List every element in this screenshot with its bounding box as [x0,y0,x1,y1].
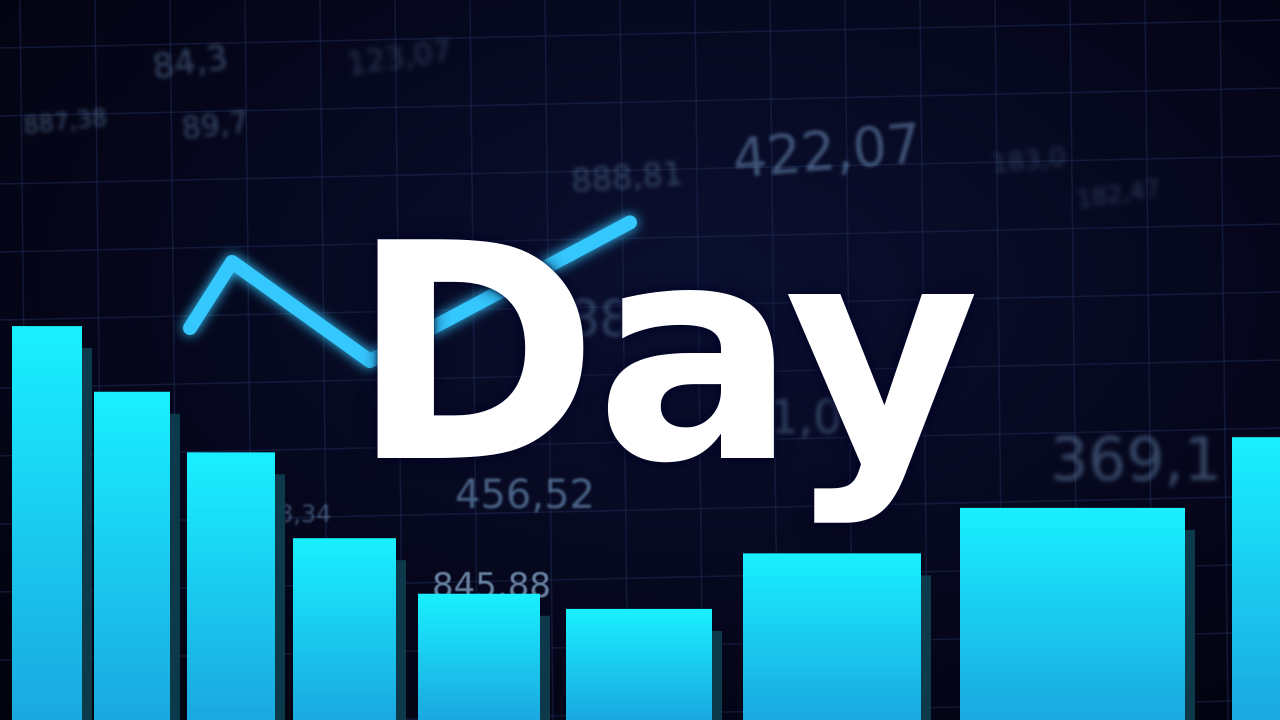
bar [743,553,921,720]
grid-line [0,19,1280,49]
bar-shadow [540,615,550,720]
bar-shadow [82,348,92,720]
grid-line [0,87,1280,117]
grid-line [544,0,554,720]
background-number: 9,88 [520,290,632,348]
bar [1232,437,1280,720]
bar [187,452,275,720]
trend-line [183,215,637,368]
grid-line [619,0,629,720]
grid-line [0,291,1280,321]
bar-shadow [712,630,722,720]
grid-line [0,359,1280,389]
background-number: 369,1 [1050,425,1222,495]
bar [94,391,170,720]
grid-line [0,155,1280,185]
bar-shadow [921,575,931,720]
bar-shadow [396,560,406,720]
bar [418,593,540,720]
grid-line [0,427,1280,457]
bar-shadow [275,474,285,720]
background-number: 8,34 [278,500,332,528]
bar [960,507,1185,720]
bar [293,538,396,720]
background-number: 456,52 [455,472,595,518]
bar-shadow [1185,529,1195,720]
title-text: Day [350,180,980,529]
grid-line [1219,0,1229,720]
grid-line [694,0,704,720]
grid-line [0,223,1280,253]
bar [566,608,712,720]
bar [12,326,82,720]
bar-shadow [170,413,180,720]
background-number: 91,0 [740,390,843,444]
